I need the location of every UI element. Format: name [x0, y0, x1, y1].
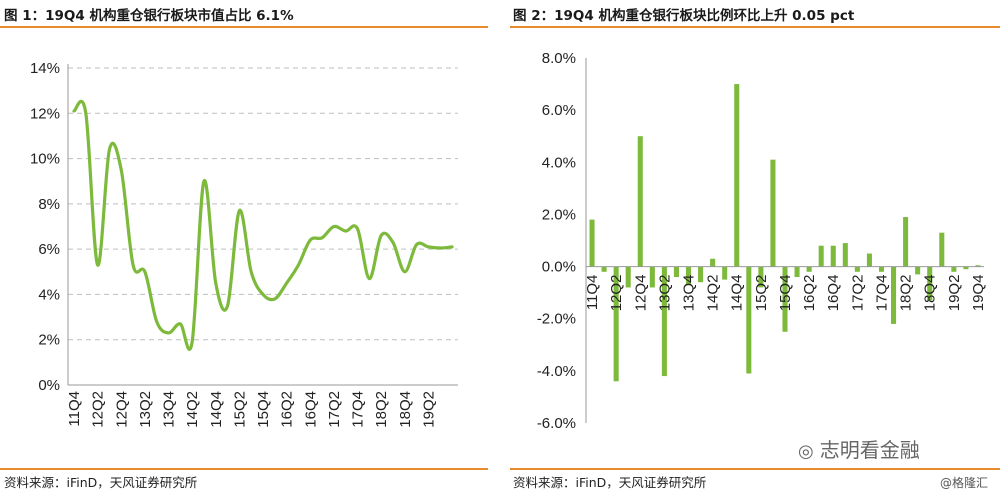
right-x-tick-label: 13Q4	[681, 275, 698, 312]
left-x-tick-label: 17Q2	[326, 391, 343, 428]
left-x-tick-label: 12Q4	[113, 391, 130, 428]
right-y-tick-label: 4.0%	[542, 154, 576, 171]
left-x-tick-label: 16Q4	[302, 391, 319, 428]
left-x-tick-label: 18Q4	[397, 391, 414, 428]
right-bar	[794, 266, 800, 277]
left-y-tick-label: 2%	[38, 332, 60, 349]
right-bar	[854, 266, 860, 272]
right-title-rule	[510, 26, 1000, 28]
right-x-tick-label: 19Q4	[970, 275, 987, 312]
right-y-tick-label: 2.0%	[542, 206, 576, 223]
wechat-account-name: 志明看金融	[819, 438, 920, 462]
right-bar	[951, 266, 957, 272]
left-x-tick-label: 14Q4	[208, 391, 225, 428]
right-bar	[649, 266, 655, 288]
right-x-tick-label: 13Q2	[656, 275, 673, 312]
right-bar	[963, 266, 969, 270]
right-source-note: 资料来源：iFinD，天风证券研究所	[513, 475, 707, 490]
right-bar	[818, 245, 824, 267]
right-x-tick-label: 16Q4	[825, 275, 842, 312]
right-bar	[830, 245, 836, 267]
left-x-tick-label: 14Q2	[184, 391, 201, 428]
right-x-tick-label: 16Q2	[801, 275, 818, 312]
right-bar	[782, 266, 788, 332]
right-x-tick-label: 12Q4	[632, 275, 649, 312]
left-y-tick-label: 4%	[38, 286, 60, 303]
right-y-tick-label: -2.0%	[537, 311, 576, 328]
right-bar	[927, 266, 933, 301]
left-x-tick-label: 17Q4	[350, 391, 367, 428]
right-x-tick-label: 17Q4	[873, 275, 890, 312]
right-x-tick-label: 19Q2	[946, 275, 963, 312]
right-bar	[915, 266, 921, 275]
left-y-tick-label: 6%	[38, 241, 60, 258]
right-y-tick-label: 0.0%	[542, 259, 576, 276]
right-y-tick-label: 6.0%	[542, 102, 576, 119]
left-x-tick-label: 13Q2	[137, 391, 154, 428]
right-x-tick-label: 15Q4	[777, 275, 794, 312]
right-x-tick-label: 14Q4	[729, 275, 746, 312]
wechat-watermark: ◎ 志明看金融	[798, 434, 920, 463]
right-y-tick-label: -6.0%	[537, 415, 576, 432]
right-bar	[625, 266, 631, 288]
left-y-tick-label: 10%	[30, 151, 60, 168]
left-x-tick-label: 12Q2	[90, 391, 107, 428]
right-chart-title: 图 2：19Q4 机构重仓银行板块比例环比上升 0.05 pct	[513, 8, 855, 24]
right-bar	[685, 266, 692, 285]
right-x-tick-label: 11Q4	[584, 275, 601, 311]
left-x-tick-label: 11Q4	[66, 391, 83, 427]
left-y-tick-label: 0%	[38, 377, 60, 394]
left-y-tick-label: 14%	[30, 60, 60, 77]
right-bar	[878, 266, 885, 272]
gelonghui-watermark: @格隆汇	[940, 476, 989, 490]
right-x-tick-label: 18Q2	[898, 275, 915, 312]
right-bar	[673, 266, 679, 277]
left-x-tick-label: 13Q4	[161, 391, 178, 428]
left-x-tick-label: 15Q2	[231, 391, 248, 428]
right-bar	[842, 243, 848, 267]
right-bar	[770, 159, 776, 267]
right-source-rule	[510, 468, 1000, 470]
left-series-line	[72, 99, 454, 352]
right-bar	[661, 266, 667, 377]
left-y-tick-label: 12%	[30, 105, 60, 122]
right-x-tick-label: 12Q2	[608, 275, 625, 312]
right-bar	[698, 266, 704, 283]
right-x-tick-label: 15Q2	[753, 275, 770, 312]
left-x-tick-label: 15Q4	[255, 391, 272, 428]
left-x-tick-label: 19Q2	[420, 391, 437, 428]
right-bar	[975, 265, 981, 267]
right-bar	[710, 258, 716, 267]
right-bar	[939, 232, 945, 267]
right-bar	[806, 266, 812, 272]
right-y-tick-label: 8.0%	[542, 50, 576, 67]
right-bar	[601, 266, 607, 272]
right-bar	[903, 217, 909, 267]
right-bar	[722, 266, 728, 280]
right-bar	[891, 266, 897, 324]
left-source-rule	[0, 468, 488, 470]
left-title-rule	[0, 26, 488, 28]
right-bar	[746, 266, 752, 374]
wechat-icon: ◎	[798, 441, 814, 462]
right-x-tick-label: 17Q2	[849, 275, 866, 312]
right-bar	[637, 136, 643, 267]
right-y-tick-label: -4.0%	[537, 363, 576, 380]
left-chart-title: 图 1：19Q4 机构重仓银行板块市值占比 6.1%	[4, 8, 294, 24]
left-y-tick-label: 8%	[38, 196, 60, 213]
right-bar	[613, 266, 619, 382]
right-x-tick-label: 14Q2	[705, 275, 722, 312]
left-source-note: 资料来源：iFinD，天风证券研究所	[4, 475, 198, 490]
right-bar	[866, 253, 872, 267]
right-bar	[589, 219, 595, 267]
right-x-tick-label: 18Q4	[922, 275, 939, 312]
right-bar	[734, 84, 740, 267]
right-bar	[758, 266, 764, 288]
left-x-tick-label: 18Q2	[373, 391, 390, 428]
left-x-tick-label: 16Q2	[279, 391, 296, 428]
